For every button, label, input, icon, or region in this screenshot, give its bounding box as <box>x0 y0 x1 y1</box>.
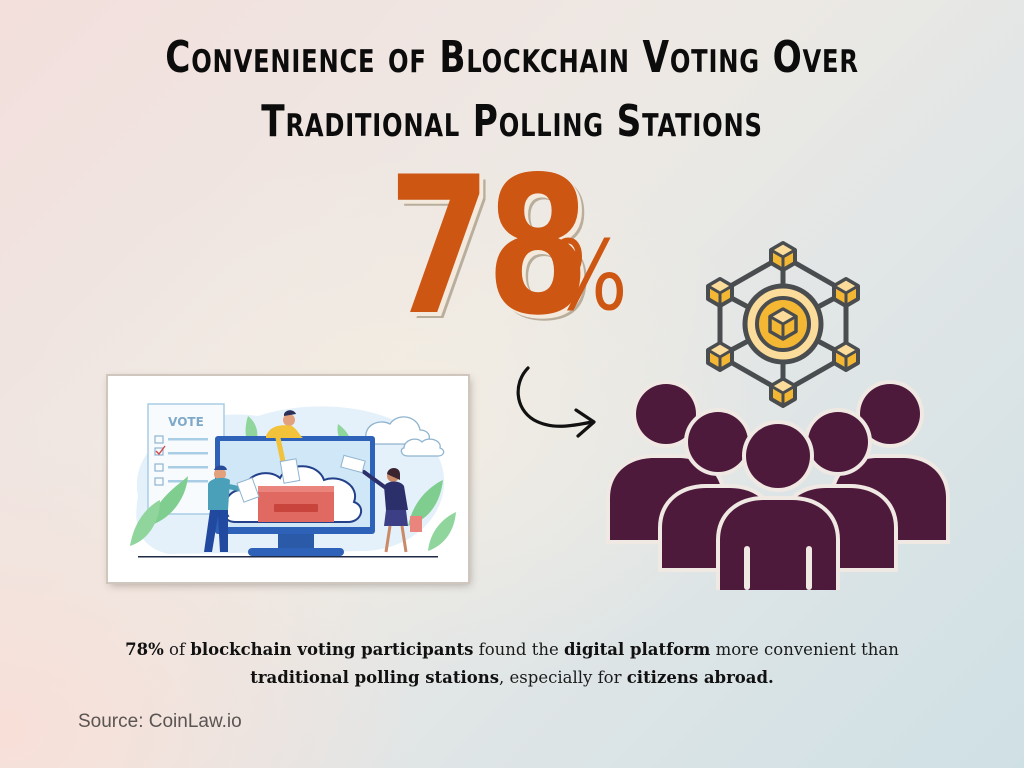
stat-percentage: 78 % <box>382 152 652 350</box>
caption-emphasis: traditional polling stations <box>250 668 500 687</box>
stat-value: 78 <box>388 136 590 357</box>
caption-text-part: of <box>163 640 191 659</box>
online-voting-illustration: VOTE <box>130 403 456 558</box>
caption-emphasis: digital platform <box>564 640 711 659</box>
voting-illustration-card: VOTE <box>108 376 468 582</box>
caption-text: 78% of blockchain voting participants fo… <box>90 636 934 692</box>
caption-emphasis: blockchain voting participants <box>190 640 474 659</box>
page-title: Convenience of Blockchain Voting Over Tr… <box>113 26 912 154</box>
caption-stat: 78% <box>125 640 164 659</box>
caption-text-part: found the <box>473 640 565 659</box>
title-line-1: Convenience of Blockchain Voting Over <box>165 32 859 83</box>
caption-text-part: , especially for <box>499 668 627 687</box>
blockchain-network-icon <box>706 241 860 408</box>
people-group-icon <box>606 380 950 590</box>
caption-emphasis: citizens abroad. <box>626 668 774 687</box>
source-credit: Source: CoinLaw.io <box>78 711 242 732</box>
curved-arrow-right-icon <box>516 366 596 438</box>
title-line-2: Traditional Polling Stations <box>261 96 763 147</box>
stat-unit: % <box>550 220 628 332</box>
caption-text-part: more convenient than <box>710 640 899 659</box>
ballot-label: VOTE <box>168 415 204 429</box>
